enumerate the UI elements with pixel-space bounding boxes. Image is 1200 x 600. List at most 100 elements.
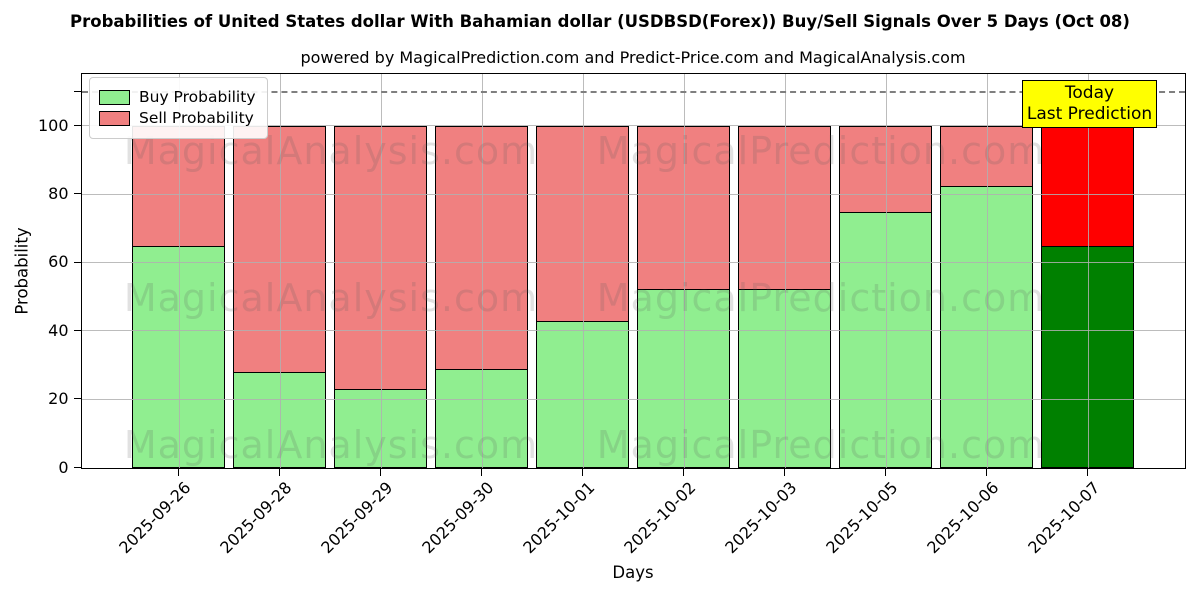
plot-area: MagicalAnalysis.com MagicalPrediction.com… bbox=[81, 73, 1186, 469]
sell-swatch bbox=[99, 110, 130, 126]
bar-segment-sell bbox=[536, 126, 629, 322]
x-tick-label: 2025-10-06 bbox=[923, 477, 1003, 557]
bar-segment-buy bbox=[940, 186, 1033, 468]
x-tick-mark bbox=[683, 469, 685, 476]
bar-today bbox=[1041, 126, 1134, 468]
gridline-horizontal bbox=[82, 125, 1185, 127]
bar bbox=[435, 126, 528, 468]
x-tick-label: 2025-10-02 bbox=[620, 477, 700, 557]
bar-segment-buy bbox=[738, 288, 831, 468]
gridline-horizontal bbox=[82, 261, 1185, 263]
x-tick-mark bbox=[380, 469, 382, 476]
gridline-vertical bbox=[784, 74, 786, 468]
x-tick-label: 2025-10-05 bbox=[822, 477, 902, 557]
legend-item-buy: Buy Probability bbox=[99, 88, 256, 106]
bar bbox=[940, 126, 1033, 468]
gridline-horizontal bbox=[82, 398, 1185, 400]
watermark-text: MagicalPrediction.com bbox=[596, 423, 1046, 467]
bar-segment-buy bbox=[435, 368, 528, 468]
y-tick-label: 80 bbox=[48, 184, 69, 204]
watermark-text: MagicalAnalysis.com bbox=[123, 423, 539, 467]
bar-segment-sell bbox=[334, 126, 427, 390]
x-tick-mark bbox=[986, 469, 988, 476]
x-tick-mark bbox=[784, 469, 786, 476]
chart-title: Probabilities of United States dollar Wi… bbox=[70, 12, 1130, 31]
chart-subtitle: powered by MagicalPrediction.com and Pre… bbox=[300, 48, 966, 67]
y-tick-mark bbox=[74, 125, 81, 127]
bar-segment-buy bbox=[536, 321, 629, 468]
gridline-horizontal bbox=[82, 330, 1185, 332]
gridline-vertical bbox=[986, 74, 988, 468]
y-tick-mark bbox=[74, 261, 81, 263]
gridline-vertical bbox=[481, 74, 483, 468]
x-tick-label: 2025-09-29 bbox=[317, 477, 397, 557]
bar-segment-sell bbox=[233, 126, 326, 373]
bar bbox=[839, 126, 932, 468]
x-axis-label: Days bbox=[612, 563, 654, 582]
watermark-text: MagicalAnalysis.com bbox=[123, 276, 539, 320]
gridline-vertical bbox=[178, 74, 180, 468]
y-tick-label: 0 bbox=[58, 457, 69, 477]
gridline-vertical bbox=[582, 74, 584, 468]
bar-segment-sell bbox=[435, 126, 528, 369]
gridline-vertical bbox=[885, 74, 887, 468]
x-tick-mark bbox=[582, 469, 584, 476]
y-tick-label: 60 bbox=[48, 252, 69, 272]
bar bbox=[334, 126, 427, 468]
bar-segment-sell bbox=[940, 126, 1033, 187]
gridline-horizontal bbox=[82, 193, 1185, 195]
legend-label-buy: Buy Probability bbox=[139, 88, 256, 106]
x-tick-mark bbox=[481, 469, 483, 476]
y-tick-label: 100 bbox=[37, 115, 69, 135]
legend: Buy Probability Sell Probability bbox=[89, 77, 268, 139]
x-tick-mark bbox=[885, 469, 887, 476]
bar-segment-buy bbox=[233, 372, 326, 468]
y-tick-mark bbox=[74, 330, 81, 332]
x-tick-label: 2025-10-03 bbox=[721, 477, 801, 557]
x-tick-mark bbox=[178, 469, 180, 476]
bar bbox=[738, 126, 831, 468]
today-annotation: Today Last Prediction bbox=[1022, 80, 1157, 128]
bar-segment-buy bbox=[334, 389, 427, 468]
x-tick-mark bbox=[279, 469, 281, 476]
y-tick-mark bbox=[74, 90, 81, 92]
watermark-layer: MagicalAnalysis.com MagicalPrediction.com… bbox=[82, 74, 1185, 468]
bar-segment-buy bbox=[637, 288, 730, 468]
grid-layer bbox=[82, 74, 1185, 468]
bar bbox=[637, 126, 730, 468]
bar bbox=[233, 126, 326, 468]
gridline-vertical bbox=[279, 74, 281, 468]
legend-label-sell: Sell Probability bbox=[139, 109, 254, 127]
x-tick-mark bbox=[1087, 469, 1089, 476]
gridline-vertical bbox=[683, 74, 685, 468]
buy-swatch bbox=[99, 89, 130, 105]
y-tick-mark bbox=[74, 466, 81, 468]
watermark-text: MagicalPrediction.com bbox=[596, 276, 1046, 320]
x-tick-label: 2025-09-26 bbox=[115, 477, 195, 557]
bar-segment-sell bbox=[839, 126, 932, 212]
y-tick-label: 40 bbox=[48, 320, 69, 340]
today-annotation-line2: Last Prediction bbox=[1026, 104, 1153, 124]
y-tick-label: 20 bbox=[48, 389, 69, 409]
gridline-vertical bbox=[1087, 74, 1089, 468]
x-tick-label: 2025-10-07 bbox=[1024, 477, 1104, 557]
bar-segment-buy bbox=[1041, 245, 1134, 468]
bar-segment-buy bbox=[839, 211, 932, 468]
y-tick-mark bbox=[74, 398, 81, 400]
bar-segment-sell bbox=[637, 126, 730, 289]
bars-layer bbox=[82, 74, 1185, 468]
bar-segment-buy bbox=[132, 245, 225, 468]
bar bbox=[536, 126, 629, 468]
x-tick-label: 2025-09-28 bbox=[216, 477, 296, 557]
watermark-text: MagicalPrediction.com bbox=[596, 129, 1046, 173]
today-annotation-line1: Today bbox=[1064, 83, 1115, 103]
x-tick-label: 2025-09-30 bbox=[418, 477, 498, 557]
gridline-vertical bbox=[380, 74, 382, 468]
bar-segment-sell bbox=[738, 126, 831, 289]
x-tick-label: 2025-10-01 bbox=[519, 477, 599, 557]
y-tick-mark bbox=[74, 193, 81, 195]
threshold-dashed-line bbox=[82, 91, 1185, 94]
legend-item-sell: Sell Probability bbox=[99, 109, 256, 127]
